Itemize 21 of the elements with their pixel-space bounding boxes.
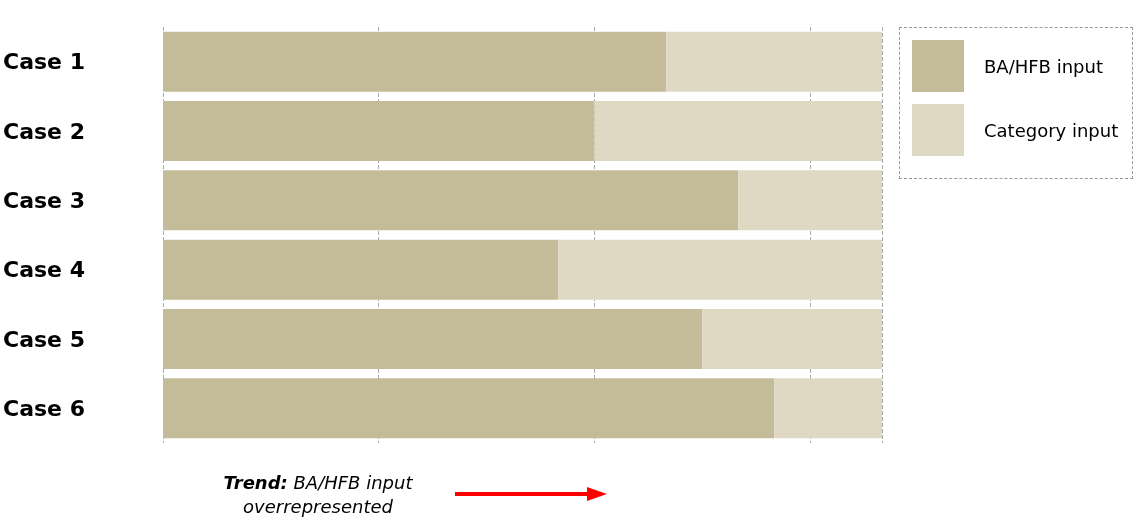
text: BA/HFB input [984,55,1103,77]
bar [594,101,882,161]
bar [702,309,882,369]
bar [163,101,595,161]
text: Trend: BA/HFB input overrepresented [223,472,413,517]
bar [558,239,882,300]
bar [738,170,882,231]
bar [666,31,882,92]
bar [163,31,667,92]
bar [774,378,882,439]
text: Category input [984,119,1119,141]
y-tick-label: Case 4 [3,257,85,283]
y-tick-label: Case 1 [3,49,85,75]
y-tick-label: Case 2 [3,118,85,144]
bar [163,239,559,300]
bar [163,309,703,369]
y-tick-label: Case 3 [3,187,85,213]
bar [163,378,775,439]
y-tick-label: Case 5 [3,326,85,352]
y-tick-label: Case 6 [3,395,85,421]
bar [163,170,739,231]
